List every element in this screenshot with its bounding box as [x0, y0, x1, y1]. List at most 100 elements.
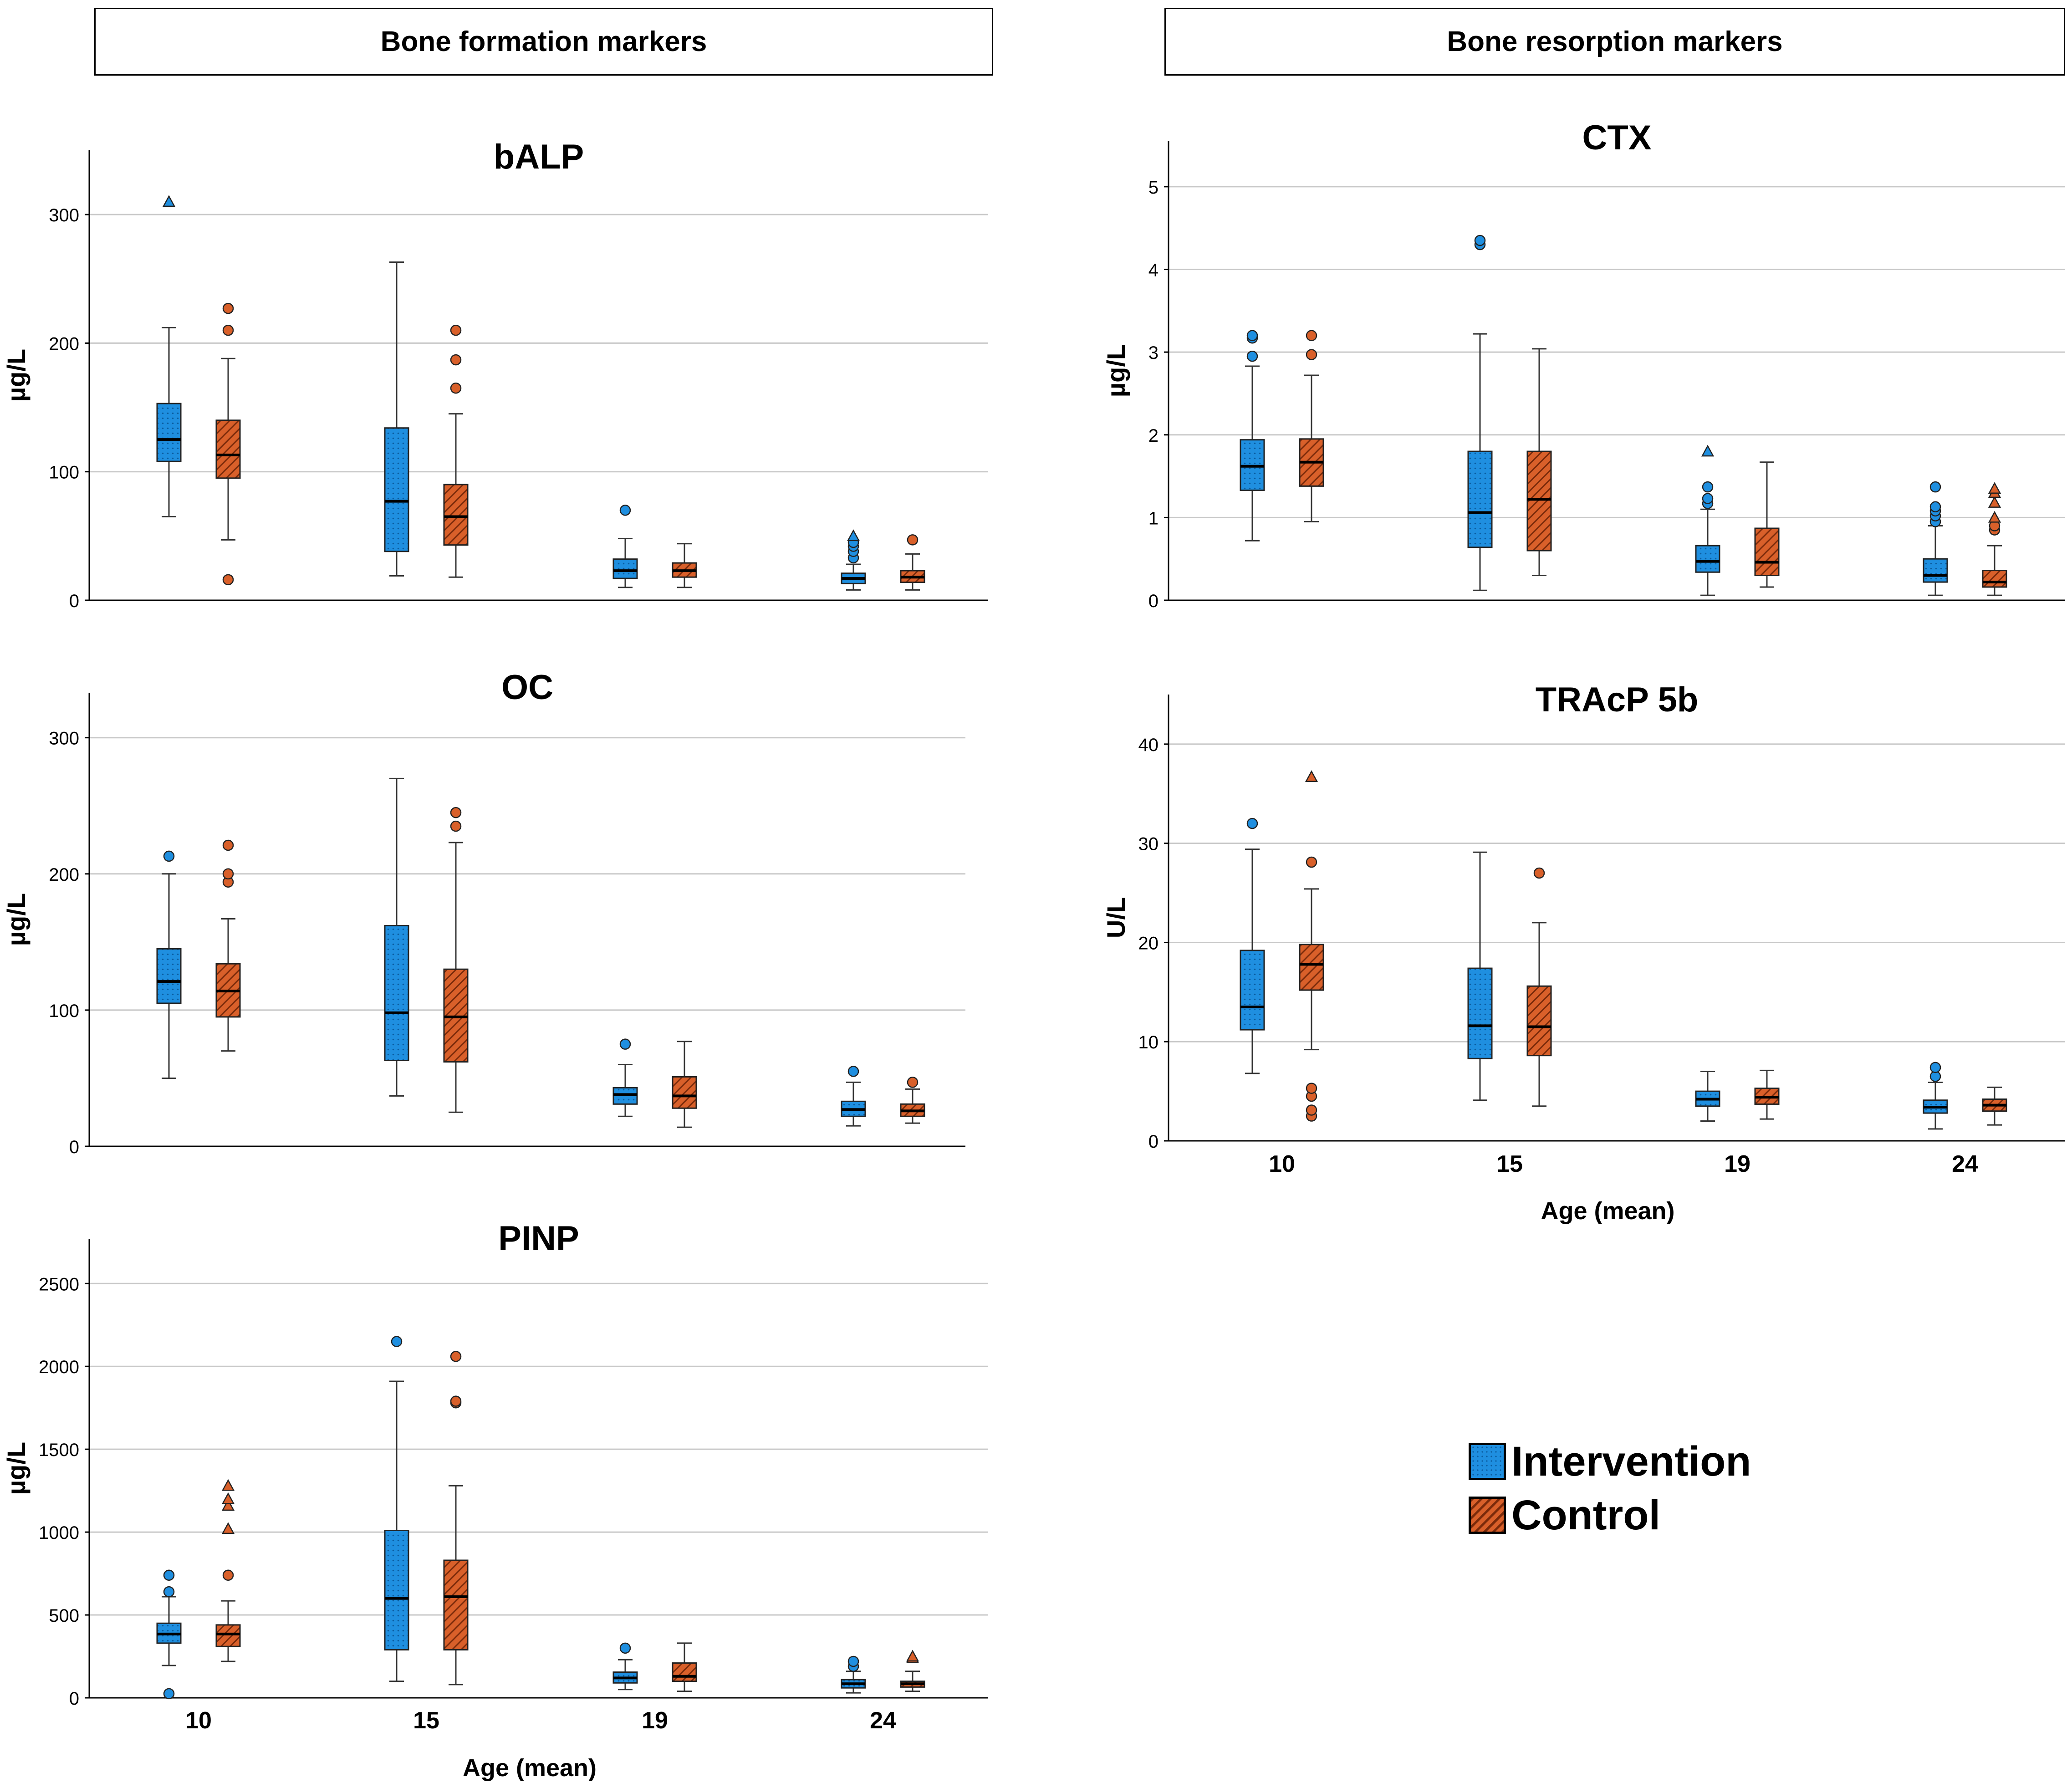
y-tick-label: 5 [1148, 178, 1158, 198]
bone-formation-header-label: Bone formation markers [380, 26, 707, 57]
y-axis-label: µg/L [2, 893, 31, 946]
legend-item-control: Control [1469, 1488, 1787, 1542]
x-tick-label: 24 [870, 1707, 896, 1734]
outlier-point [1702, 481, 1714, 493]
extreme-point [1988, 482, 2001, 494]
outlier-point [163, 850, 175, 862]
box-iqr [1526, 985, 1552, 1057]
box-control-10 [215, 302, 241, 586]
box-control-15 [443, 324, 469, 578]
box-control-15 [1526, 348, 1552, 577]
box-control-15 [1526, 867, 1552, 1107]
x-axis-label: Age (mean) [463, 1754, 597, 1782]
chart-balp: 0 100 200 300 bALP µg/L [2, 138, 988, 611]
box-iqr [1467, 450, 1493, 548]
box-control-24 [900, 1077, 925, 1124]
outlier-point [1306, 349, 1317, 360]
box-iqr [1467, 967, 1493, 1059]
outlier-point [450, 324, 462, 336]
legend-swatch-intervention [1469, 1443, 1506, 1480]
y-tick-label: 40 [1138, 735, 1159, 755]
y-tick-label: 30 [1138, 834, 1159, 854]
y-tick-label: 200 [49, 334, 79, 354]
bone-resorption-header: Bone resorption markers [1164, 8, 2065, 76]
box-iqr [443, 484, 469, 546]
y-tick-label: 4 [1148, 261, 1158, 281]
box-intervention-19 [612, 1038, 638, 1117]
outlier-point [1246, 350, 1258, 362]
y-tick-label: 500 [49, 1606, 79, 1626]
box-intervention-19 [1695, 1071, 1720, 1122]
outlier-point [222, 868, 234, 880]
box-iqr [1299, 944, 1324, 991]
extreme-point [847, 529, 860, 542]
y-tick-label: 300 [49, 729, 79, 749]
extreme-point [906, 1650, 919, 1662]
outlier-point [450, 1351, 462, 1362]
outlier-point [1929, 1062, 1941, 1073]
legend-label-control: Control [1511, 1492, 1661, 1538]
box-control-10 [215, 839, 241, 1052]
box-intervention-24 [841, 529, 866, 591]
chart-title: TRAcP 5b [1536, 680, 1699, 719]
box-iqr [672, 1076, 697, 1109]
y-tick-label: 10 [1138, 1032, 1159, 1052]
y-axis-label: U/L [1102, 897, 1130, 938]
y-tick-label: 0 [69, 1137, 79, 1157]
box-control-19 [1754, 461, 1780, 588]
box-intervention-15 [1467, 235, 1493, 591]
y-tick-label: 20 [1138, 933, 1159, 953]
y-axis-label: µg/L [2, 349, 31, 402]
box-intervention-15 [1467, 851, 1493, 1101]
box-intervention-15 [384, 261, 409, 577]
chart-title: OC [501, 668, 553, 707]
y-tick-label: 100 [49, 1001, 79, 1021]
box-control-15 [443, 1351, 469, 1686]
box-intervention-24 [1923, 1062, 1948, 1130]
box-iqr [612, 558, 638, 579]
outlier-point [450, 807, 462, 818]
y-tick-label: 1000 [39, 1523, 79, 1543]
box-control-10 [1299, 330, 1324, 522]
outlier-point [163, 1569, 175, 1581]
outlier-point [450, 1395, 462, 1407]
box-control-19 [672, 1642, 697, 1692]
box-iqr [1695, 545, 1720, 573]
outlier-point [1929, 481, 1941, 493]
box-intervention-10 [156, 850, 182, 1079]
y-tick-label: 0 [69, 1689, 79, 1709]
extreme-point [1305, 770, 1318, 782]
outlier-point [907, 534, 919, 546]
box-iqr [1526, 450, 1552, 552]
box-iqr [1923, 558, 1948, 583]
y-axis-label: µg/L [1102, 344, 1130, 397]
outlier-point [163, 1586, 175, 1598]
outlier-point [222, 324, 234, 336]
outlier-point [619, 505, 631, 516]
chart-title: bALP [494, 138, 584, 176]
bone-formation-header: Bone formation markers [94, 8, 993, 76]
legend-item-intervention: Intervention [1469, 1435, 1787, 1488]
outlier-point [1306, 1104, 1317, 1116]
bone-resorption-header-label: Bone resorption markers [1447, 26, 1783, 57]
extreme-point [221, 1492, 235, 1504]
chart-ctx: 0 1 2 3 4 5 CTX µg/L [1102, 118, 2065, 611]
box-iqr [156, 403, 182, 462]
y-tick-label: 0 [1148, 1132, 1158, 1152]
box-control-24 [1982, 482, 2007, 596]
outlier-point [222, 574, 234, 586]
outlier-point [847, 1066, 859, 1077]
outlier-point [1474, 235, 1486, 246]
extreme-point [1988, 496, 2001, 508]
box-intervention-24 [841, 1066, 866, 1127]
x-tick-label: 15 [1496, 1151, 1523, 1177]
box-iqr [1982, 570, 2007, 588]
outlier-point [1306, 1083, 1317, 1094]
box-control-24 [900, 1650, 925, 1692]
box-control-19 [1754, 1069, 1780, 1120]
box-intervention-10 [156, 195, 182, 518]
box-intervention-15 [384, 777, 409, 1097]
outlier-point [619, 1038, 631, 1050]
x-tick-label: 10 [1269, 1151, 1295, 1177]
